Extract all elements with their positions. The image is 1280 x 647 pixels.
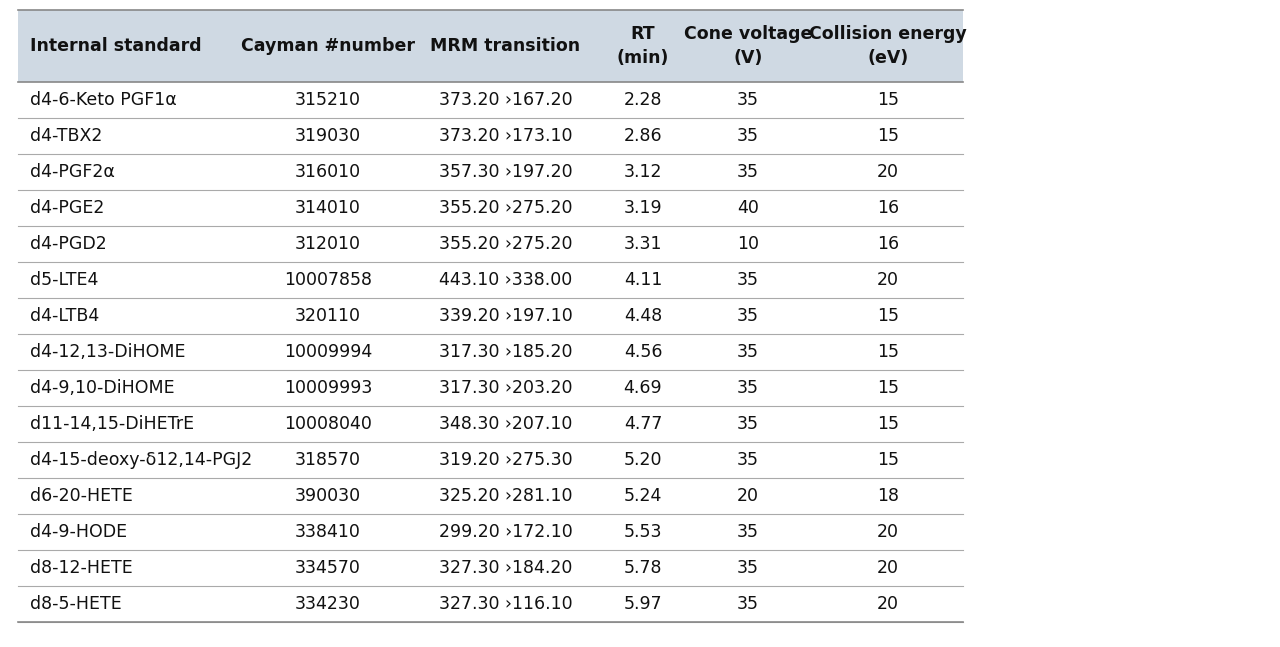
Text: 334570: 334570 xyxy=(296,559,361,577)
Text: d4-12,13-DiHOME: d4-12,13-DiHOME xyxy=(29,343,186,361)
Text: 4.11: 4.11 xyxy=(623,271,662,289)
Text: 15: 15 xyxy=(877,91,899,109)
Text: Collision energy
(eV): Collision energy (eV) xyxy=(809,25,966,67)
Text: 20: 20 xyxy=(877,271,899,289)
Text: 10009994: 10009994 xyxy=(284,343,372,361)
Text: 320110: 320110 xyxy=(294,307,361,325)
Text: 315210: 315210 xyxy=(294,91,361,109)
Text: d4-LTB4: d4-LTB4 xyxy=(29,307,100,325)
Text: 317.30 ›203.20: 317.30 ›203.20 xyxy=(439,379,572,397)
Text: 35: 35 xyxy=(737,451,759,469)
Text: 16: 16 xyxy=(877,199,899,217)
Text: 18: 18 xyxy=(877,487,899,505)
Text: 35: 35 xyxy=(737,595,759,613)
Text: 3.31: 3.31 xyxy=(623,235,662,253)
Text: 316010: 316010 xyxy=(294,163,361,181)
Text: 35: 35 xyxy=(737,379,759,397)
Text: 319.20 ›275.30: 319.20 ›275.30 xyxy=(439,451,572,469)
Text: 20: 20 xyxy=(877,163,899,181)
Text: 35: 35 xyxy=(737,343,759,361)
Text: 15: 15 xyxy=(877,415,899,433)
Text: RT
(min): RT (min) xyxy=(617,25,669,67)
Text: 20: 20 xyxy=(737,487,759,505)
Text: 338410: 338410 xyxy=(296,523,361,541)
Text: 5.53: 5.53 xyxy=(623,523,662,541)
Text: 355.20 ›275.20: 355.20 ›275.20 xyxy=(439,199,572,217)
Text: d4-PGE2: d4-PGE2 xyxy=(29,199,105,217)
Text: 443.10 ›338.00: 443.10 ›338.00 xyxy=(439,271,572,289)
Text: 15: 15 xyxy=(877,451,899,469)
Text: d4-6-Keto PGF1α: d4-6-Keto PGF1α xyxy=(29,91,177,109)
Text: 390030: 390030 xyxy=(294,487,361,505)
Text: 314010: 314010 xyxy=(296,199,361,217)
Text: 318570: 318570 xyxy=(294,451,361,469)
Text: 2.28: 2.28 xyxy=(623,91,662,109)
Text: 334230: 334230 xyxy=(296,595,361,613)
Text: 5.24: 5.24 xyxy=(623,487,662,505)
Text: d4-PGD2: d4-PGD2 xyxy=(29,235,106,253)
Text: d8-5-HETE: d8-5-HETE xyxy=(29,595,122,613)
Text: d4-TBX2: d4-TBX2 xyxy=(29,127,102,145)
Text: 4.77: 4.77 xyxy=(623,415,662,433)
Text: 10: 10 xyxy=(737,235,759,253)
Text: 348.30 ›207.10: 348.30 ›207.10 xyxy=(439,415,572,433)
Text: 4.69: 4.69 xyxy=(623,379,662,397)
Text: 16: 16 xyxy=(877,235,899,253)
Text: 357.30 ›197.20: 357.30 ›197.20 xyxy=(439,163,572,181)
Text: 35: 35 xyxy=(737,271,759,289)
Text: d4-9,10-DiHOME: d4-9,10-DiHOME xyxy=(29,379,174,397)
Bar xyxy=(18,10,963,82)
Text: 3.12: 3.12 xyxy=(623,163,662,181)
Text: 35: 35 xyxy=(737,559,759,577)
Text: 373.20 ›173.10: 373.20 ›173.10 xyxy=(439,127,572,145)
Text: d11-14,15-DiHETrE: d11-14,15-DiHETrE xyxy=(29,415,195,433)
Text: 40: 40 xyxy=(737,199,759,217)
Text: 35: 35 xyxy=(737,163,759,181)
Text: 35: 35 xyxy=(737,415,759,433)
Text: 35: 35 xyxy=(737,127,759,145)
Text: 10008040: 10008040 xyxy=(284,415,372,433)
Text: 4.56: 4.56 xyxy=(623,343,662,361)
Text: MRM transition: MRM transition xyxy=(430,37,581,55)
Text: d4-15-deoxy-δ12,14-PGJ2: d4-15-deoxy-δ12,14-PGJ2 xyxy=(29,451,252,469)
Text: 20: 20 xyxy=(877,523,899,541)
Text: Internal standard: Internal standard xyxy=(29,37,202,55)
Text: Cone voltage
(V): Cone voltage (V) xyxy=(684,25,813,67)
Text: 2.86: 2.86 xyxy=(623,127,662,145)
Text: 15: 15 xyxy=(877,127,899,145)
Text: 5.97: 5.97 xyxy=(623,595,662,613)
Text: 15: 15 xyxy=(877,307,899,325)
Text: 15: 15 xyxy=(877,379,899,397)
Text: 312010: 312010 xyxy=(294,235,361,253)
Text: 319030: 319030 xyxy=(294,127,361,145)
Text: 10007858: 10007858 xyxy=(284,271,372,289)
Text: 10009993: 10009993 xyxy=(284,379,372,397)
Text: 35: 35 xyxy=(737,523,759,541)
Text: 4.48: 4.48 xyxy=(623,307,662,325)
Text: 299.20 ›172.10: 299.20 ›172.10 xyxy=(439,523,572,541)
Text: 355.20 ›275.20: 355.20 ›275.20 xyxy=(439,235,572,253)
Text: 15: 15 xyxy=(877,343,899,361)
Text: 373.20 ›167.20: 373.20 ›167.20 xyxy=(439,91,572,109)
Text: 3.19: 3.19 xyxy=(623,199,662,217)
Text: 5.20: 5.20 xyxy=(623,451,662,469)
Text: 317.30 ›185.20: 317.30 ›185.20 xyxy=(439,343,572,361)
Text: 20: 20 xyxy=(877,595,899,613)
Text: 325.20 ›281.10: 325.20 ›281.10 xyxy=(439,487,572,505)
Text: 35: 35 xyxy=(737,91,759,109)
Text: 35: 35 xyxy=(737,307,759,325)
Text: Cayman #number: Cayman #number xyxy=(241,37,415,55)
Text: 339.20 ›197.10: 339.20 ›197.10 xyxy=(439,307,572,325)
Text: d4-9-HODE: d4-9-HODE xyxy=(29,523,127,541)
Text: d6-20-HETE: d6-20-HETE xyxy=(29,487,133,505)
Text: d4-PGF2α: d4-PGF2α xyxy=(29,163,115,181)
Text: d5-LTE4: d5-LTE4 xyxy=(29,271,99,289)
Text: 327.30 ›184.20: 327.30 ›184.20 xyxy=(439,559,572,577)
Text: 327.30 ›116.10: 327.30 ›116.10 xyxy=(439,595,572,613)
Text: 20: 20 xyxy=(877,559,899,577)
Text: 5.78: 5.78 xyxy=(623,559,662,577)
Text: d8-12-HETE: d8-12-HETE xyxy=(29,559,133,577)
